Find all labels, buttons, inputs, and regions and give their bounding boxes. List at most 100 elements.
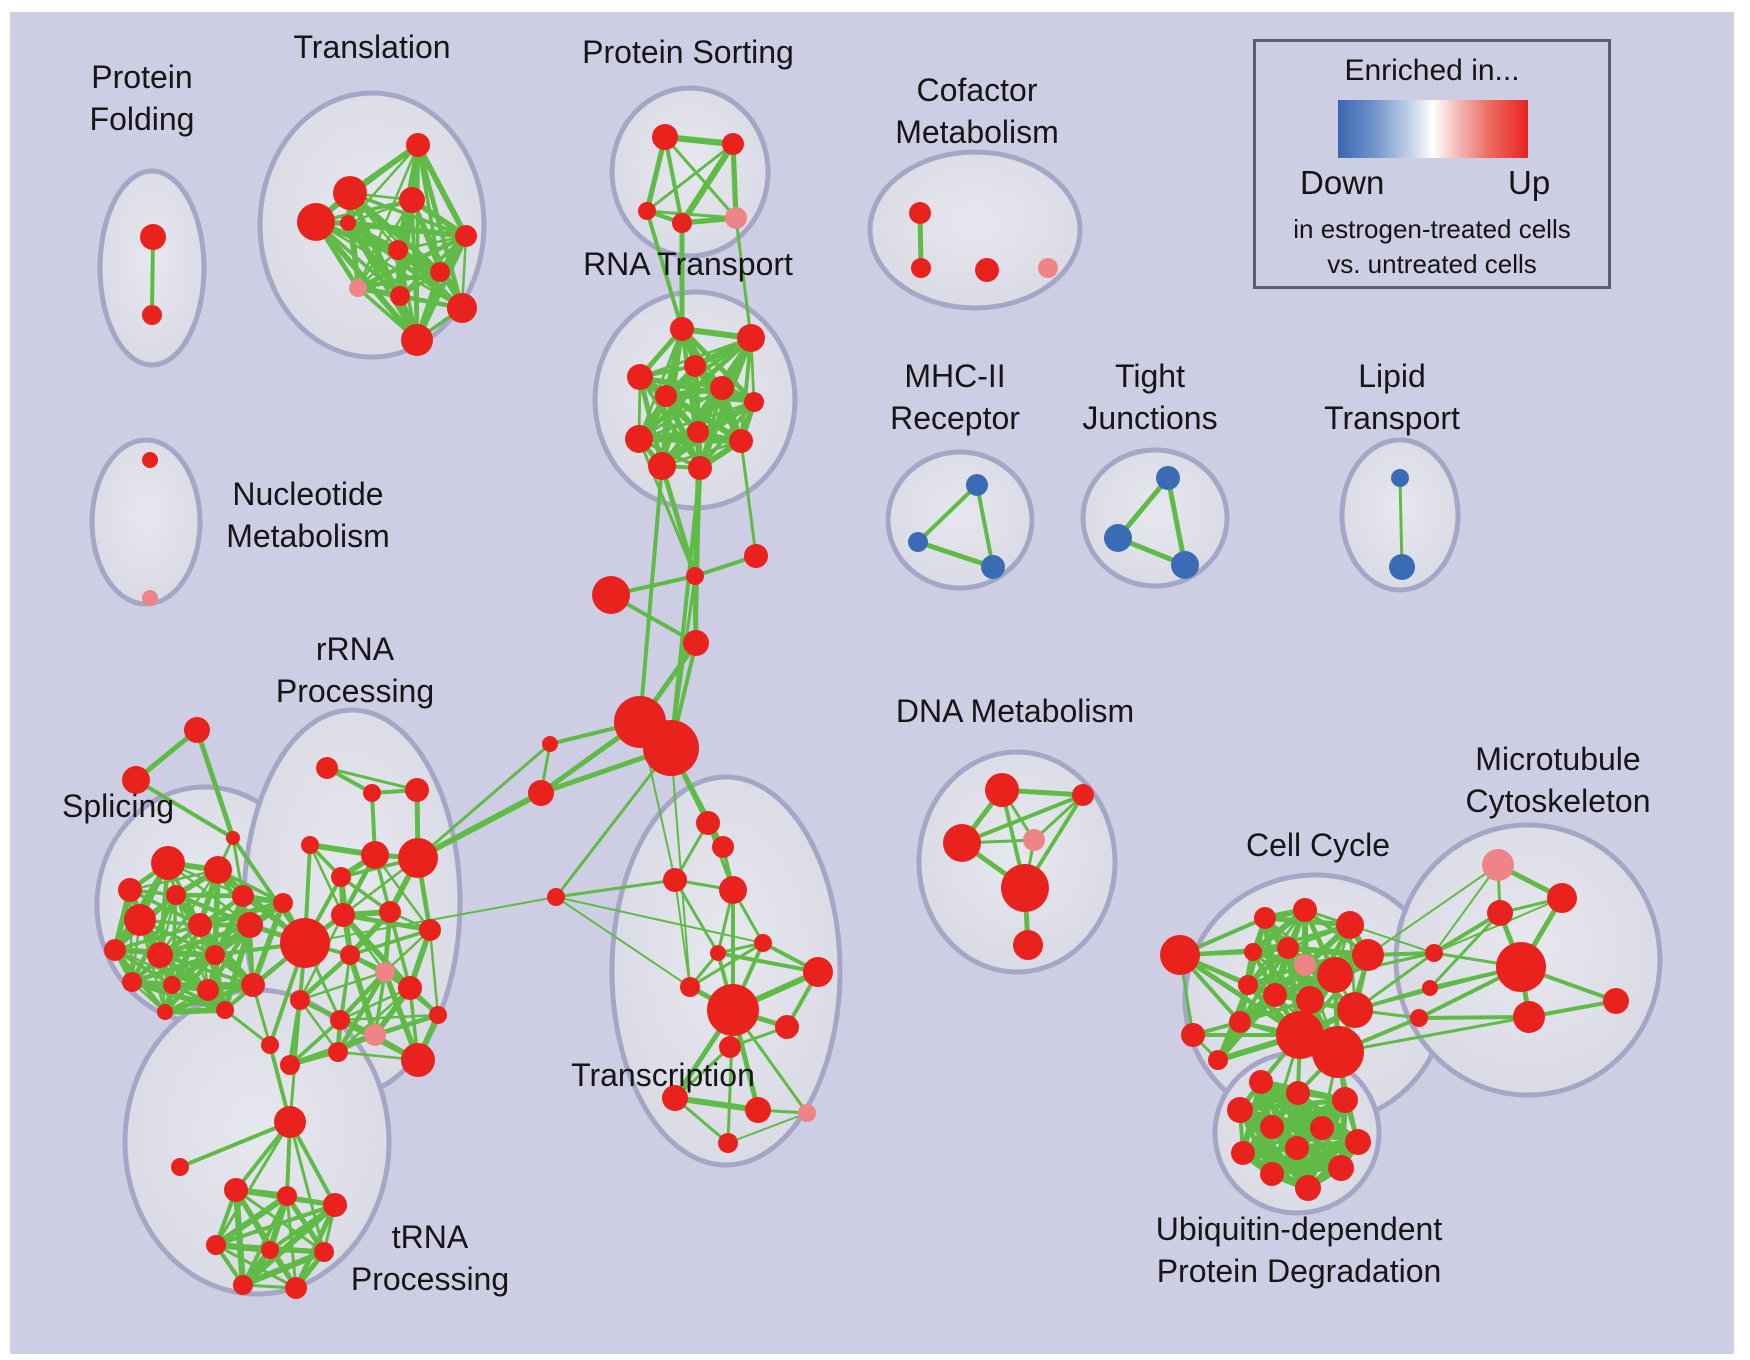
cluster-ellipse-cofactor-metabolism bbox=[867, 149, 1083, 311]
cluster-label-ubiquitin-degradation-line2: Protein Degradation bbox=[1157, 1253, 1442, 1289]
gene-set-node-up-tri1 bbox=[184, 717, 210, 743]
gene-set-node-up-nm1 bbox=[142, 452, 158, 468]
gene-set-node-up-cc12 bbox=[1296, 986, 1324, 1014]
edge bbox=[662, 134, 685, 226]
edge bbox=[1433, 864, 1499, 954]
edge bbox=[355, 269, 443, 291]
edge bbox=[1354, 966, 1522, 1011]
gene-set-node-up-t6 bbox=[455, 225, 477, 247]
gene-set-node-up-dm2 bbox=[1072, 784, 1094, 806]
edge bbox=[663, 135, 738, 220]
edge bbox=[337, 969, 388, 1023]
edge bbox=[158, 953, 255, 987]
gene-set-node-up-ps2 bbox=[722, 133, 744, 155]
edge bbox=[698, 386, 724, 470]
gene-set-node-slightly-up-dm4 bbox=[1023, 829, 1045, 851]
cluster-label-protein-folding-line1: Protein bbox=[91, 59, 192, 95]
edge bbox=[388, 910, 412, 990]
gene-set-node-up-tr4 bbox=[719, 876, 747, 904]
gene-set-node-up-lc2 bbox=[528, 780, 554, 806]
edge bbox=[1398, 476, 1404, 569]
gene-set-node-up-rr4 bbox=[301, 836, 319, 854]
cluster-label-splicing: Splicing bbox=[62, 788, 174, 824]
gene-set-node-down-tj3 bbox=[1171, 551, 1199, 579]
cluster-label-cell-cycle: Cell Cycle bbox=[1246, 827, 1390, 863]
gene-set-node-slightly-up-nm2 bbox=[142, 590, 158, 606]
gene-set-node-up-cc14 bbox=[1337, 992, 1373, 1028]
gene-set-node-up-ub2 bbox=[1286, 1081, 1310, 1105]
cluster-ellipse-mhc-ii-receptor bbox=[885, 449, 1035, 591]
gene-set-node-up-ub9 bbox=[1345, 1129, 1371, 1155]
edge bbox=[739, 439, 758, 558]
edge bbox=[555, 896, 691, 988]
cluster-label-protein-folding-line2: Folding bbox=[90, 101, 195, 137]
gene-set-node-up-cc6 bbox=[1277, 937, 1299, 959]
edge bbox=[645, 142, 735, 213]
gene-set-node-up-rr5 bbox=[361, 841, 389, 869]
edge bbox=[178, 1120, 292, 1169]
cluster-label-tight-junctions-line2: Junctions bbox=[1082, 400, 1217, 436]
gene-set-node-up-tr5 bbox=[710, 945, 726, 961]
gene-set-node-up-cc4 bbox=[1336, 911, 1364, 939]
gene-set-node-up-dm3 bbox=[943, 824, 981, 862]
gene-set-node-up-mt4 bbox=[1496, 942, 1546, 992]
edge bbox=[162, 1007, 228, 1015]
gene-set-node-up-sp7 bbox=[124, 904, 156, 936]
cluster-label-mhc-ii-receptor-line1: MHC-II bbox=[904, 358, 1005, 394]
cluster-label-microtubule-cytoskeleton-line1: Microtubule bbox=[1475, 741, 1640, 777]
gene-set-node-up-cc11 bbox=[1263, 983, 1287, 1007]
edge bbox=[213, 1202, 338, 1248]
gene-set-node-up-ps3 bbox=[638, 202, 656, 220]
gene-set-node-up-sp3 bbox=[118, 878, 142, 902]
gene-set-node-down-tj1 bbox=[1156, 466, 1180, 490]
gene-set-node-up-tn5 bbox=[314, 1242, 334, 1262]
cluster-label-lipid-transport-line2: Transport bbox=[1324, 400, 1460, 436]
edge bbox=[409, 197, 465, 311]
edge bbox=[1165, 475, 1188, 568]
gene-set-node-up-rt10 bbox=[729, 429, 753, 453]
gene-set-node-up-bx3 bbox=[1410, 1009, 1428, 1027]
gene-set-node-up-tri2 bbox=[122, 766, 150, 794]
gene-set-node-up-rr7 bbox=[331, 867, 351, 887]
gene-set-node-down-mh3 bbox=[981, 555, 1005, 579]
edge bbox=[345, 220, 469, 239]
gene-set-node-up-sp13 bbox=[122, 972, 142, 992]
gene-set-node-up-tn4 bbox=[206, 1235, 226, 1255]
cluster-label-cofactor-metabolism-line1: Cofactor bbox=[917, 72, 1038, 108]
gene-set-node-up-rr14 bbox=[330, 1010, 350, 1030]
node-layer bbox=[104, 124, 1629, 1299]
gene-set-node-up-h2 bbox=[643, 720, 699, 776]
gene-set-node-up-tr2 bbox=[712, 836, 734, 858]
gene-set-node-up-sp5 bbox=[232, 885, 254, 907]
gene-set-node-up-mt3 bbox=[1487, 900, 1513, 926]
cluster-label-trna-processing-line2: Processing bbox=[351, 1261, 509, 1297]
gene-set-node-up-rt3 bbox=[627, 364, 653, 390]
gene-set-node-up-tn6 bbox=[233, 1275, 253, 1295]
gene-set-node-up-c4 bbox=[683, 630, 709, 656]
gene-set-node-up-sp14 bbox=[163, 976, 181, 994]
gene-set-node-up-ub1 bbox=[1249, 1070, 1273, 1094]
cluster-label-tight-junctions-line1: Tight bbox=[1115, 358, 1185, 394]
gene-set-node-down-tj2 bbox=[1104, 524, 1132, 552]
gene-set-node-up-rt1 bbox=[670, 317, 694, 341]
gene-set-node-up-sp4 bbox=[166, 885, 186, 905]
gene-set-node-up-tr1 bbox=[696, 811, 720, 835]
cluster-label-nucleotide-metabolism-line2: Metabolism bbox=[226, 518, 390, 554]
legend: Enriched in... Down Up in estrogen-treat… bbox=[1253, 39, 1611, 289]
gene-set-node-up-cc17 bbox=[1181, 1023, 1205, 1047]
gene-set-node-up-tn1 bbox=[224, 1178, 248, 1202]
gene-set-node-up-rr2 bbox=[363, 784, 381, 802]
gene-set-node-up-rt4 bbox=[684, 355, 706, 377]
gene-set-node-up-rt6 bbox=[655, 385, 677, 407]
edge bbox=[1367, 864, 1499, 956]
gene-set-node-up-ps1 bbox=[652, 124, 678, 150]
edge bbox=[194, 727, 236, 841]
gene-set-node-up-bx2 bbox=[1422, 980, 1438, 996]
gene-set-node-up-sp15 bbox=[197, 979, 219, 1001]
edge bbox=[308, 843, 345, 917]
gene-set-node-up-tr10 bbox=[775, 1015, 799, 1039]
gene-set-node-up-t3 bbox=[399, 187, 425, 213]
edge bbox=[173, 892, 253, 928]
cluster-label-microtubule-cytoskeleton-line2: Cytoskeleton bbox=[1466, 783, 1651, 819]
gene-set-node-up-tr9 bbox=[707, 984, 759, 1036]
